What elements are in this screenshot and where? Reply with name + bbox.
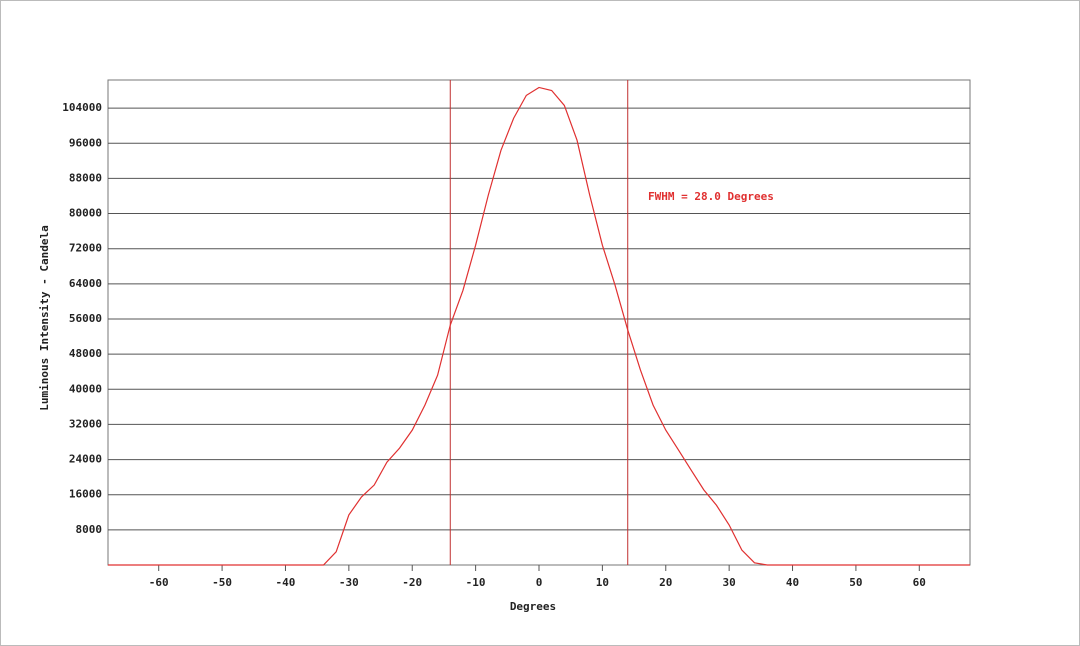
y-tick-label: 40000 <box>69 382 102 395</box>
y-axis-label: Luminous Intensity - Candela <box>38 225 51 410</box>
x-tick-label: -40 <box>276 576 296 589</box>
x-tick-label: -20 <box>402 576 422 589</box>
y-tick-label: 8000 <box>76 523 103 536</box>
x-tick-label: 0 <box>536 576 543 589</box>
x-axis-label: Degrees <box>510 600 556 613</box>
y-tick-label: 56000 <box>69 312 102 325</box>
x-tick-label: 30 <box>723 576 736 589</box>
x-tick-label: 60 <box>913 576 926 589</box>
data-line <box>108 86 970 566</box>
y-tick-label: 48000 <box>69 347 102 360</box>
y-tick-label: 96000 <box>69 136 102 149</box>
x-tick-label: -30 <box>339 576 359 589</box>
y-tick-label: 32000 <box>69 417 102 430</box>
y-tick-label: 104000 <box>62 101 102 114</box>
y-tick-label: 88000 <box>69 171 102 184</box>
annotation: FWHM = 28.0 Degrees <box>648 190 774 203</box>
x-tick-label: -50 <box>212 576 232 589</box>
x-tick-label: -10 <box>466 576 486 589</box>
y-tick-label: 64000 <box>69 277 102 290</box>
x-tick-label: 20 <box>659 576 672 589</box>
x-tick-label: -60 <box>149 576 169 589</box>
y-tick-label: 72000 <box>69 242 102 255</box>
y-tick-label: 80000 <box>69 207 102 220</box>
y-tick-label: 24000 <box>69 453 102 466</box>
y-tick-label: 16000 <box>69 488 102 501</box>
x-tick-label: 40 <box>786 576 799 589</box>
x-tick-label: 50 <box>849 576 862 589</box>
x-tick-label: 10 <box>596 576 609 589</box>
